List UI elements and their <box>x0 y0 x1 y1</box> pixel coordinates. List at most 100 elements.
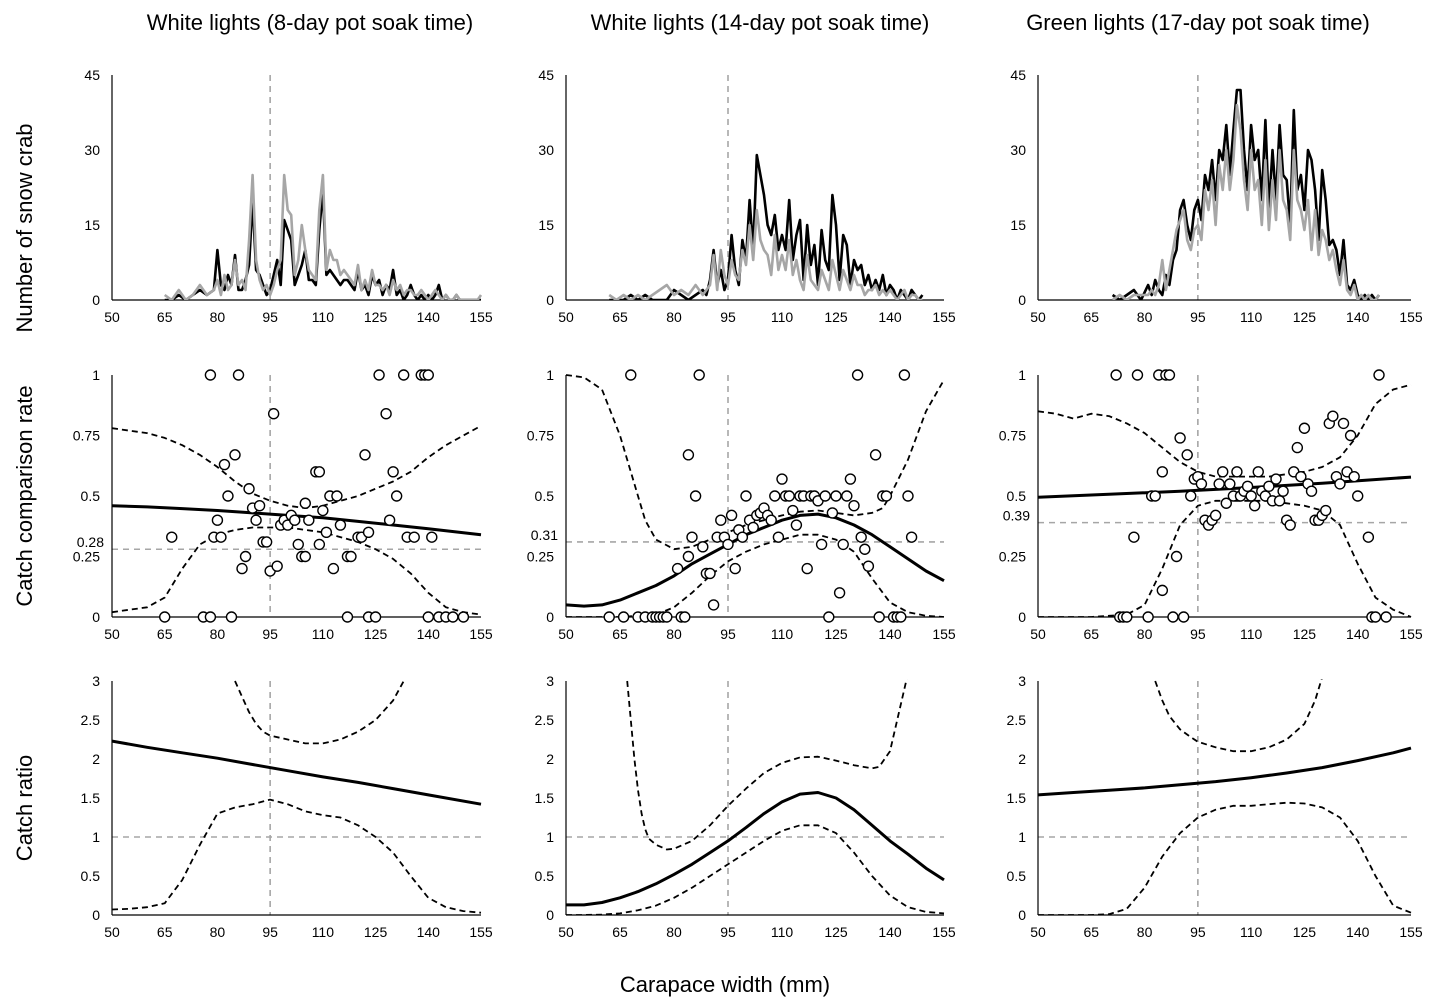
y-tick-label: 1.5 <box>535 790 555 806</box>
y-tick-label: 45 <box>1010 67 1026 83</box>
panel-ccr-white-8: 50 65 80 95 110 125 140 155 0 0.25 0.5 0.75 1 0.28 <box>73 367 493 642</box>
data-point <box>1128 531 1140 543</box>
ci-upper-line <box>234 679 406 745</box>
data-point <box>1241 480 1254 493</box>
data-point <box>1131 369 1144 381</box>
data-point <box>869 449 882 461</box>
y-tick-label: 45 <box>84 67 100 83</box>
data-point <box>1334 478 1346 490</box>
data-point <box>697 541 709 553</box>
column-title-2: White lights (14-day pot soak time) <box>591 10 930 35</box>
data-point <box>1170 550 1183 563</box>
data-point <box>686 531 698 543</box>
x-tick-label: 155 <box>469 309 493 325</box>
data-point <box>833 587 846 599</box>
y-tick-label: 2.5 <box>1007 712 1027 728</box>
data-point <box>250 514 262 526</box>
ci-lower-line <box>566 533 945 617</box>
data-point <box>682 550 695 563</box>
ci-upper-line <box>112 425 482 510</box>
x-tick-label: 110 <box>312 924 335 940</box>
y-tick-label: 0.75 <box>999 428 1026 444</box>
data-point <box>1174 432 1186 444</box>
data-point <box>390 490 403 502</box>
data-point <box>1263 480 1275 493</box>
data-point <box>740 490 752 502</box>
data-point <box>229 449 241 461</box>
y-tick-label: 0 <box>92 907 100 923</box>
x-tick-label: 155 <box>469 626 493 642</box>
x-tick-label: 50 <box>1030 626 1046 642</box>
x-tick-label: 50 <box>1030 309 1046 325</box>
y-tick-label: 1 <box>92 829 100 845</box>
data-point <box>1320 504 1332 517</box>
data-point <box>380 408 392 420</box>
x-tick-label: 155 <box>932 626 956 642</box>
data-point <box>1252 466 1264 478</box>
x-tick-label: 50 <box>104 924 120 940</box>
y-tick-label: 3 <box>1018 673 1026 689</box>
data-point <box>772 531 785 543</box>
x-tick-label: 125 <box>824 309 848 325</box>
data-point <box>851 369 864 381</box>
x-tick-label: 155 <box>932 924 956 940</box>
data-point <box>1248 499 1261 512</box>
data-point <box>303 514 315 526</box>
ci-lower-line <box>112 798 482 914</box>
x-tick-label: 50 <box>104 626 120 642</box>
x-tick-label: 50 <box>558 626 574 642</box>
y-tick-label: 30 <box>538 142 554 158</box>
data-point <box>704 567 716 580</box>
data-point <box>387 466 399 478</box>
x-tick-label: 110 <box>771 626 794 642</box>
data-point <box>289 514 301 526</box>
y-tick-label: 30 <box>1010 142 1026 158</box>
data-point <box>1195 478 1208 490</box>
data-point <box>299 497 311 509</box>
data-point <box>204 611 217 623</box>
y-tick-label: 1 <box>1018 829 1026 845</box>
plot-area <box>112 679 482 914</box>
data-point <box>1217 466 1229 478</box>
data-point <box>236 562 248 575</box>
y-tick-label: 0.25 <box>527 549 554 565</box>
x-tick-label: 140 <box>878 309 902 325</box>
ci-lower-line <box>566 824 945 915</box>
row-label-counts: Number of snow crab <box>12 123 37 332</box>
series-line-grey <box>1111 103 1381 300</box>
data-point <box>1380 611 1392 623</box>
data-point <box>1305 485 1318 497</box>
x-axis-label: Carapace width (mm) <box>620 972 830 997</box>
x-tick-label: 140 <box>1346 309 1370 325</box>
data-point <box>830 490 842 502</box>
row-label-cr: Catch ratio <box>12 755 37 861</box>
x-tick-label: 80 <box>1137 924 1153 940</box>
data-point <box>1231 466 1243 478</box>
x-tick-label: 95 <box>1190 626 1206 642</box>
data-point <box>159 611 171 623</box>
data-point <box>859 543 871 555</box>
data-point <box>1245 490 1257 502</box>
y-tick-label: 30 <box>84 142 100 158</box>
data-point <box>299 550 311 563</box>
y-tick-label: 0.25 <box>73 549 100 565</box>
y-tick-label: 1 <box>546 829 554 845</box>
ci-lower-line <box>1038 499 1412 617</box>
ci-lower-line <box>112 526 482 616</box>
data-point <box>362 526 375 538</box>
data-point <box>422 611 434 623</box>
data-point <box>1295 470 1307 483</box>
data-point <box>422 369 434 381</box>
y-tick-label: 15 <box>538 217 554 233</box>
x-tick-label: 125 <box>1293 626 1317 642</box>
y-tick-label: 1.5 <box>1007 790 1027 806</box>
x-tick-label: 50 <box>558 309 574 325</box>
x-tick-label: 155 <box>469 924 493 940</box>
data-point <box>334 519 347 531</box>
data-point <box>776 473 788 485</box>
x-tick-label: 80 <box>1137 309 1153 325</box>
data-point <box>841 490 853 502</box>
panel-ccr-white-14: 50 65 80 95 110 125 140 155 0 0.25 0.5 0.75 1 0.31 <box>527 367 956 642</box>
panel-counts-green-17: 50 65 80 95 110 125 140 155 0 15 30 45 <box>1010 67 1422 325</box>
